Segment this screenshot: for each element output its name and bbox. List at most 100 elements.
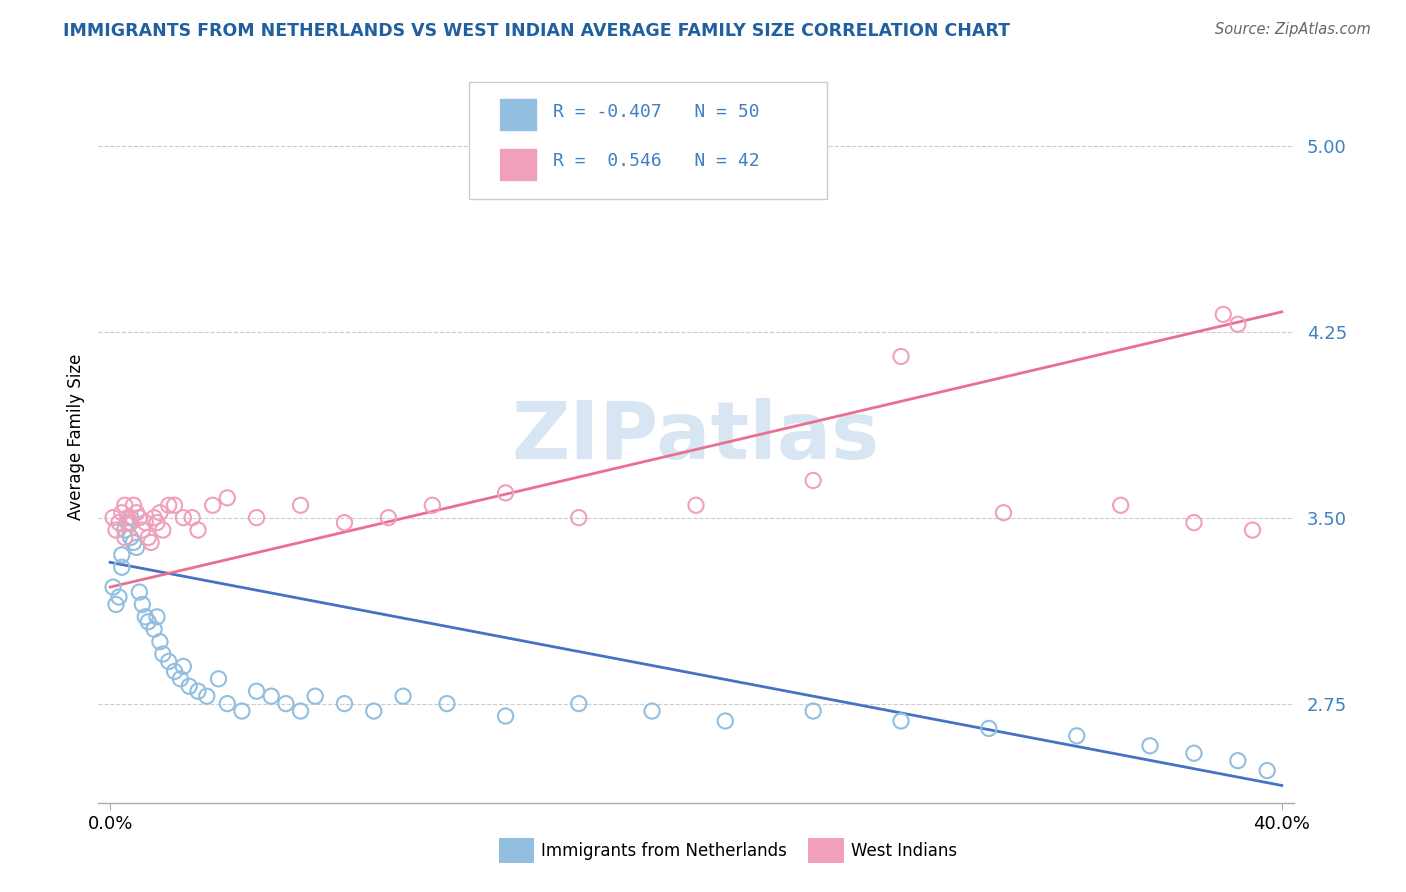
Point xyxy=(290,498,312,512)
Point xyxy=(163,498,186,512)
Point xyxy=(977,722,1000,736)
Point xyxy=(134,516,156,530)
Point xyxy=(157,655,180,669)
Point xyxy=(134,610,156,624)
Point xyxy=(436,697,458,711)
Point xyxy=(1182,516,1205,530)
Point xyxy=(187,523,209,537)
Point xyxy=(231,704,253,718)
Point xyxy=(101,580,124,594)
Point xyxy=(122,535,145,549)
Text: Source: ZipAtlas.com: Source: ZipAtlas.com xyxy=(1215,22,1371,37)
Point xyxy=(114,523,136,537)
Point xyxy=(131,523,153,537)
Point xyxy=(246,510,269,524)
Point xyxy=(157,498,180,512)
Point xyxy=(1241,523,1264,537)
Point xyxy=(146,516,169,530)
Point xyxy=(120,510,142,524)
Point xyxy=(363,704,385,718)
Point xyxy=(801,474,824,488)
Point xyxy=(801,704,824,718)
Point xyxy=(1066,729,1088,743)
Point xyxy=(495,486,517,500)
Point xyxy=(568,697,591,711)
Text: ZIPatlas: ZIPatlas xyxy=(512,398,880,476)
Point xyxy=(1226,318,1249,332)
Point xyxy=(172,659,194,673)
Point xyxy=(120,531,142,545)
Point xyxy=(181,510,204,524)
Text: R = -0.407   N = 50: R = -0.407 N = 50 xyxy=(553,103,759,120)
Point xyxy=(122,498,145,512)
Point xyxy=(141,535,163,549)
Point xyxy=(131,598,153,612)
Point xyxy=(890,714,912,728)
Point xyxy=(187,684,209,698)
Point xyxy=(105,523,128,537)
Point xyxy=(149,506,172,520)
Point xyxy=(117,510,139,524)
Point xyxy=(169,672,191,686)
Point xyxy=(207,672,229,686)
Point xyxy=(114,531,136,545)
Text: Immigrants from Netherlands: Immigrants from Netherlands xyxy=(541,842,787,860)
Point xyxy=(152,647,174,661)
Point xyxy=(117,516,139,530)
Point xyxy=(685,498,707,512)
Y-axis label: Average Family Size: Average Family Size xyxy=(66,354,84,520)
Point xyxy=(1256,764,1278,778)
Point xyxy=(890,350,912,364)
Point xyxy=(172,510,194,524)
Point xyxy=(111,560,134,574)
Point xyxy=(1182,746,1205,760)
Point xyxy=(108,516,131,530)
Point xyxy=(422,498,444,512)
FancyBboxPatch shape xyxy=(470,82,828,200)
Point xyxy=(274,697,297,711)
Text: R =  0.546   N = 42: R = 0.546 N = 42 xyxy=(553,152,759,169)
Point xyxy=(128,510,150,524)
Point xyxy=(111,548,134,562)
Point xyxy=(201,498,224,512)
Point xyxy=(146,610,169,624)
Point xyxy=(333,697,356,711)
Point xyxy=(120,516,142,530)
Point xyxy=(195,689,218,703)
Point xyxy=(246,684,269,698)
Point xyxy=(101,510,124,524)
Point xyxy=(304,689,326,703)
Point xyxy=(179,679,201,693)
Point xyxy=(714,714,737,728)
Point xyxy=(105,598,128,612)
Point xyxy=(495,709,517,723)
Point xyxy=(1212,307,1234,321)
Point xyxy=(108,590,131,604)
Point xyxy=(136,531,159,545)
Point xyxy=(1109,498,1132,512)
Text: West Indians: West Indians xyxy=(851,842,956,860)
Point xyxy=(125,541,148,555)
Point xyxy=(377,510,399,524)
Point xyxy=(136,615,159,629)
Point xyxy=(149,634,172,648)
FancyBboxPatch shape xyxy=(499,148,537,181)
Point xyxy=(641,704,664,718)
Point xyxy=(125,506,148,520)
Point xyxy=(152,523,174,537)
Point xyxy=(111,506,134,520)
Point xyxy=(1226,754,1249,768)
Point xyxy=(993,506,1015,520)
FancyBboxPatch shape xyxy=(499,98,537,130)
Point xyxy=(128,585,150,599)
Point xyxy=(143,622,166,636)
Point xyxy=(1139,739,1161,753)
Point xyxy=(114,498,136,512)
Point xyxy=(333,516,356,530)
Point xyxy=(217,491,239,505)
Point xyxy=(143,510,166,524)
Point xyxy=(217,697,239,711)
Point xyxy=(260,689,283,703)
Point xyxy=(392,689,415,703)
Text: IMMIGRANTS FROM NETHERLANDS VS WEST INDIAN AVERAGE FAMILY SIZE CORRELATION CHART: IMMIGRANTS FROM NETHERLANDS VS WEST INDI… xyxy=(63,22,1011,40)
